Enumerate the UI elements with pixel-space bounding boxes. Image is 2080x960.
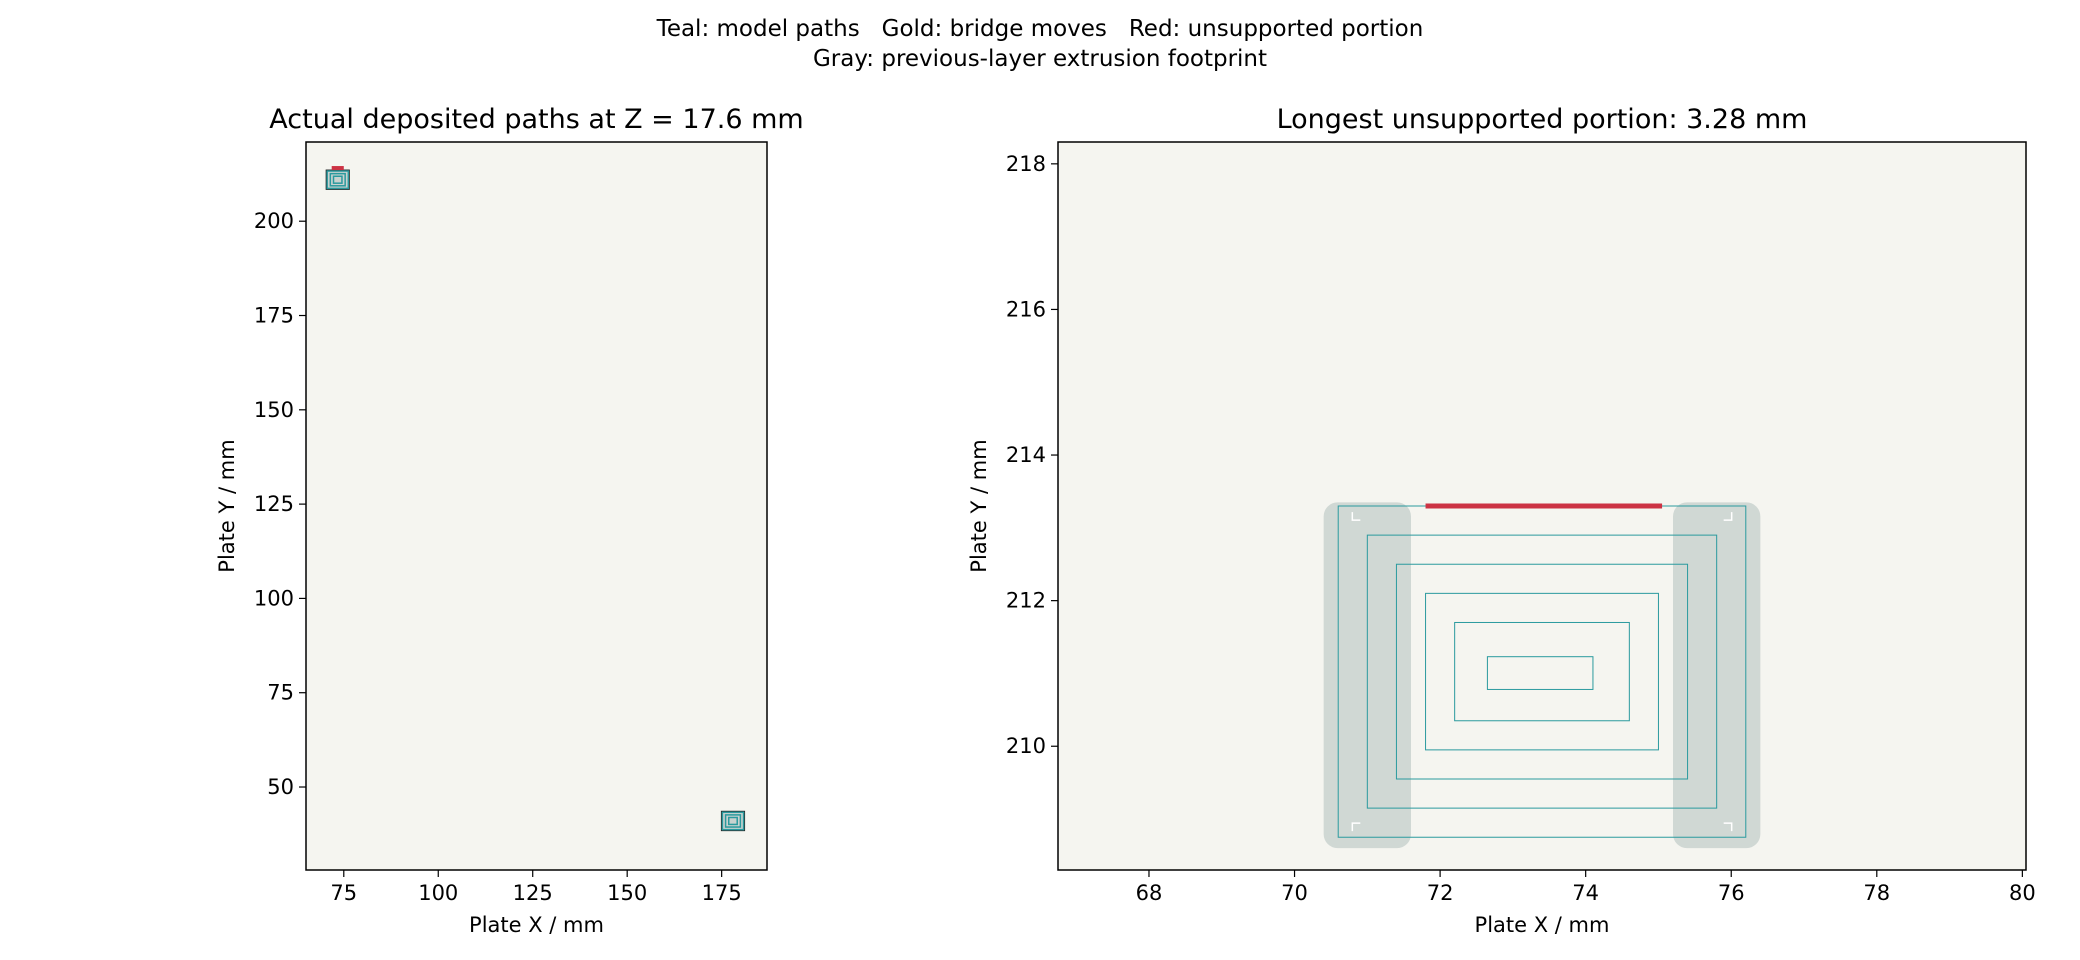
chart-title: Actual deposited paths at Z = 17.6 mm <box>269 104 803 135</box>
corner-mark-3 <box>1351 822 1361 832</box>
y-axis-label: Plate Y / mm <box>967 439 991 572</box>
y-tick-label: 100 <box>254 586 294 610</box>
x-tick-label: 175 <box>702 881 742 905</box>
plot-marks <box>325 166 746 832</box>
x-tick-label: 72 <box>1427 881 1454 905</box>
corner-mark-2 <box>1723 512 1733 521</box>
island-1 <box>325 169 350 190</box>
island-perimeter-2 <box>724 814 742 828</box>
chart-title: Longest unsupported portion: 3.28 mm <box>1277 104 1808 135</box>
y-tick-label: 175 <box>254 304 294 328</box>
island-footprint <box>720 810 746 832</box>
island-perimeter-1 <box>721 811 745 831</box>
chart-2: 68 70 72 74 76 78 80 210 212 214 216 218 Longest uns… <box>967 104 2036 937</box>
suptitle-line-1: Teal: model paths Gold: bridge moves Red… <box>656 16 1424 42</box>
y-tick-label: 212 <box>1006 589 1046 613</box>
y-tick-label: 75 <box>267 681 294 705</box>
island-perimeter-3 <box>332 175 343 184</box>
axes-frame <box>305 141 768 871</box>
y-tick-label: 125 <box>254 492 294 516</box>
corner-mark-1 <box>1351 512 1361 521</box>
x-axis-label: Plate X / mm <box>1475 913 1610 937</box>
x-tick-label: 150 <box>607 881 647 905</box>
island-perimeter-3 <box>728 816 738 826</box>
x-tick-label: 100 <box>418 881 458 905</box>
plot-marks <box>1323 502 1761 849</box>
x-tick-label: 76 <box>1718 881 1745 905</box>
island-2 <box>720 810 746 832</box>
y-tick-label: 214 <box>1006 443 1046 467</box>
y-tick-label: 210 <box>1006 734 1046 758</box>
perimeter-4 <box>1425 592 1659 751</box>
axes-frame <box>1057 141 2027 871</box>
x-tick-label: 78 <box>1863 881 1890 905</box>
y-tick-label: 50 <box>267 775 294 799</box>
y-tick-label: 218 <box>1006 152 1046 176</box>
x-tick-label: 80 <box>2009 881 2036 905</box>
plot-area <box>306 142 767 870</box>
corner-mark-4 <box>1723 822 1733 832</box>
x-tick-label: 125 <box>513 881 553 905</box>
x-tick-label: 68 <box>1136 881 1163 905</box>
suptitle-line-2: Gray: previous-layer extrusion footprint <box>812 46 1268 72</box>
y-tick-label: 216 <box>1006 297 1046 321</box>
y-tick-label: 200 <box>254 209 294 233</box>
y-tick-label: 150 <box>254 398 294 422</box>
x-tick-label: 75 <box>330 881 357 905</box>
figure-suptitle: Teal: model paths Gold: bridge moves Red… <box>0 14 2080 74</box>
perimeter-2 <box>1366 534 1718 809</box>
island-perimeter-2 <box>329 172 346 187</box>
island-perimeter-1 <box>326 170 350 190</box>
x-tick-label: 70 <box>1281 881 1308 905</box>
y-axis-label: Plate Y / mm <box>215 439 239 572</box>
perimeter-5 <box>1454 621 1630 722</box>
chart-1: 75 100 125 150 175 50 75 100 125 150 175 200 Actual … <box>215 104 804 937</box>
perimeter-3 <box>1395 563 1689 780</box>
x-axis-label: Plate X / mm <box>469 913 604 937</box>
x-tick-label: 74 <box>1572 881 1599 905</box>
perimeter-6 <box>1486 656 1594 690</box>
